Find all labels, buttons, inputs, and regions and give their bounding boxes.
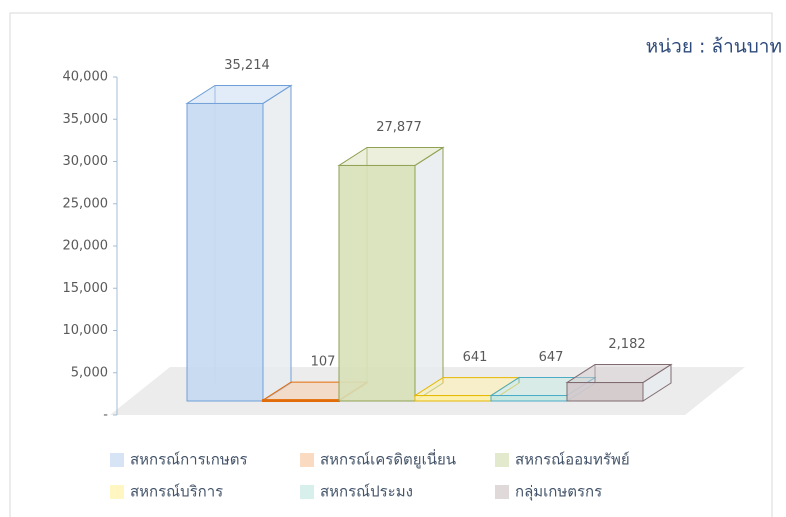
bar: [262, 399, 340, 403]
legend-label: สหกรณ์เครดิตยูเนี่ยน: [320, 449, 456, 469]
y-tick-label: 30,000: [63, 154, 109, 169]
y-tick-label: 10,000: [63, 323, 109, 338]
bar: [414, 395, 492, 402]
unit-annotation: หน่วย : ล้านบาท: [646, 36, 782, 58]
bar-side: [414, 146, 444, 402]
y-tick-label: 15,000: [63, 281, 109, 296]
legend-swatch: [495, 453, 509, 467]
bar: [566, 382, 644, 402]
y-tick-label: 25,000: [63, 196, 109, 211]
y-tick-label: -: [103, 408, 108, 423]
y-tick-label: 35,000: [63, 112, 109, 127]
legend-swatch: [300, 485, 314, 499]
legend-swatch: [495, 485, 509, 499]
value-label: 641: [463, 350, 488, 365]
y-tick-label: 5,000: [71, 365, 108, 380]
legend-label: สหกรณ์การเกษตร: [130, 451, 248, 469]
bar-side: [262, 84, 292, 402]
chart-frame: [9, 12, 773, 517]
legend-swatch: [300, 453, 314, 467]
value-label: 35,214: [224, 58, 270, 73]
bar: [186, 102, 264, 402]
value-label: 647: [539, 350, 564, 365]
y-tick-label: 20,000: [63, 239, 109, 254]
y-tick-label: 40,000: [63, 70, 109, 85]
value-label: 2,182: [608, 337, 645, 352]
legend-label: สหกรณ์ออมทรัพย์: [515, 451, 630, 469]
bar: [338, 164, 416, 402]
value-label: 27,877: [376, 120, 422, 135]
legend-label: สหกรณ์บริการ: [130, 483, 223, 501]
legend-label: กลุ่มเกษตรกร: [515, 483, 602, 502]
value-label: 107: [311, 355, 336, 370]
legend-swatch: [110, 485, 124, 499]
bar: [490, 395, 568, 402]
legend-swatch: [110, 453, 124, 467]
legend-label: สหกรณ์ประมง: [320, 483, 413, 501]
